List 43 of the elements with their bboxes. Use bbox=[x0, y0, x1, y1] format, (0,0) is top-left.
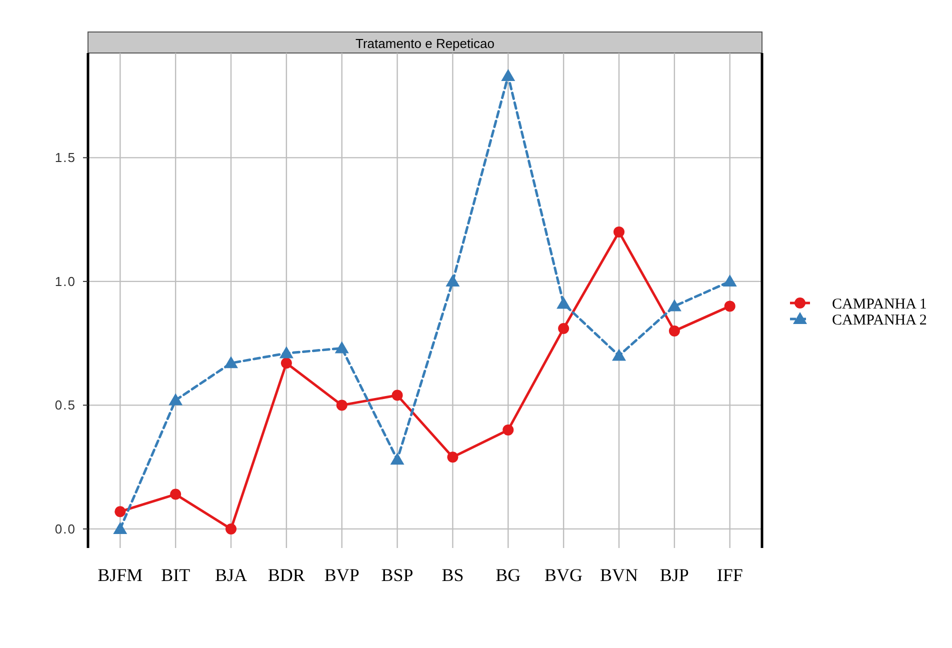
point bbox=[668, 325, 680, 336]
point bbox=[280, 358, 292, 369]
point bbox=[446, 274, 460, 286]
point bbox=[279, 346, 294, 358]
point bbox=[390, 452, 404, 465]
point bbox=[724, 300, 736, 312]
x-tick-label: BJP bbox=[660, 565, 689, 585]
x-tick-label: BSP bbox=[381, 565, 414, 585]
x-tick-label: IFF bbox=[716, 565, 743, 585]
point bbox=[667, 299, 682, 312]
x-tick-label: BIT bbox=[161, 565, 190, 585]
legend-label: CAMPANHA 1 bbox=[832, 296, 927, 312]
x-tick-label: BVN bbox=[600, 565, 638, 585]
legend-label: CAMPANHA 2 bbox=[832, 312, 927, 328]
point bbox=[612, 348, 626, 361]
x-tick-label: BVP bbox=[324, 565, 360, 585]
y-tick-label: 1.5 bbox=[54, 150, 76, 166]
point bbox=[613, 226, 624, 238]
x-tick-label: BJA bbox=[214, 565, 248, 585]
point bbox=[170, 488, 182, 500]
point bbox=[336, 400, 348, 411]
point bbox=[722, 274, 737, 286]
y-tick-label: 0.5 bbox=[54, 398, 76, 413]
point bbox=[168, 393, 183, 406]
point bbox=[502, 424, 514, 436]
x-tick-label: BJFM bbox=[98, 565, 143, 585]
y-tick-label: 1.0 bbox=[54, 274, 76, 289]
point bbox=[334, 341, 349, 354]
x-tick-label: BS bbox=[442, 565, 464, 585]
x-tick-label: BVG bbox=[544, 565, 583, 585]
x-tick-label: BDR bbox=[268, 565, 305, 585]
point bbox=[558, 322, 570, 334]
point bbox=[114, 506, 126, 518]
chart-title: Tratamento e Repeticao bbox=[356, 36, 494, 51]
point bbox=[113, 522, 128, 534]
x-tick-label: BG bbox=[496, 565, 521, 585]
point bbox=[556, 296, 571, 309]
point bbox=[226, 523, 237, 534]
point bbox=[501, 69, 516, 82]
point bbox=[392, 390, 403, 401]
y-tick-label: 0.0 bbox=[54, 521, 76, 536]
point bbox=[447, 452, 458, 463]
point bbox=[224, 356, 238, 368]
